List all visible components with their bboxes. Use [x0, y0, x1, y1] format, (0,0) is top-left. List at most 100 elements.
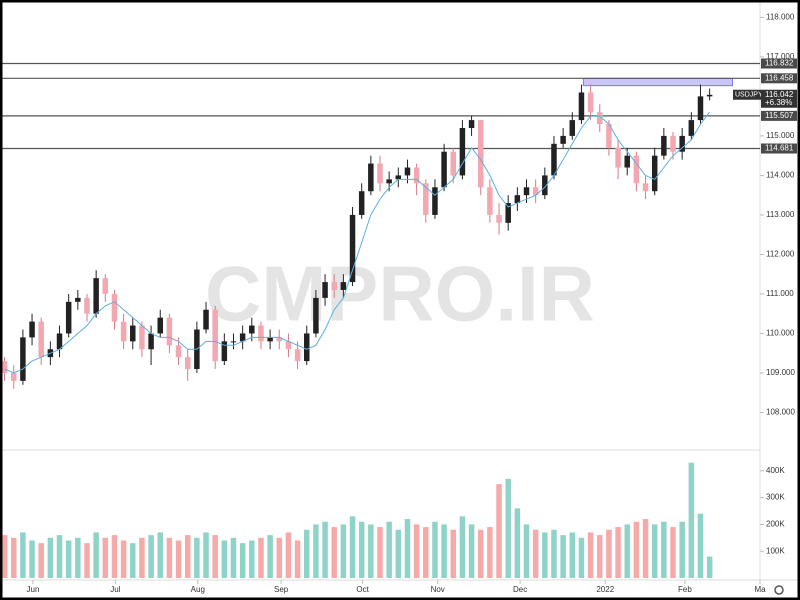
volume-bar [313, 524, 319, 578]
candle-body [56, 333, 63, 350]
candle-body [175, 345, 182, 358]
volume-bar [1, 535, 8, 578]
volume-bar [267, 535, 273, 578]
candle-body [313, 297, 319, 334]
y-tick-label: 110.000 [766, 329, 795, 338]
candle-body [157, 317, 163, 334]
candle-body [212, 309, 218, 362]
candle-body [139, 325, 145, 350]
volume-bar [661, 521, 667, 578]
candle-body [322, 282, 328, 298]
settings-icon[interactable] [774, 585, 784, 595]
volume-bar [331, 527, 337, 578]
volume-bar [75, 537, 81, 578]
volume-bar [377, 527, 383, 578]
volume-bar [514, 508, 521, 578]
volume-bar [294, 540, 301, 578]
candle-body [688, 120, 695, 136]
volume-bar [569, 532, 576, 578]
volume-bar [175, 540, 182, 578]
y-tick-label: 111.000 [766, 289, 794, 298]
y-tick-label: 118.000 [766, 12, 795, 21]
volume-bar [523, 524, 530, 578]
candle-body [578, 92, 585, 121]
volume-bar [395, 529, 402, 578]
candle-body [111, 293, 118, 322]
volume-bar [212, 535, 218, 578]
volume-bar [230, 537, 237, 578]
y-tick-label: 400K [766, 466, 785, 475]
x-tick-label: Sep [274, 585, 289, 594]
candle-body [505, 203, 511, 223]
candle-body [377, 163, 383, 184]
volume-bar [697, 513, 704, 578]
volume-bar [29, 540, 35, 578]
level-label-box [761, 143, 797, 154]
volume-bar [258, 537, 264, 578]
volume-bar [340, 524, 347, 578]
candle-body [349, 214, 356, 283]
candle-body [651, 155, 658, 192]
candle-body [120, 321, 127, 342]
candle-body [597, 112, 603, 125]
candle-body [386, 179, 392, 184]
candle-body [65, 301, 72, 334]
volume-bar [184, 535, 191, 578]
volume-bar [368, 524, 374, 578]
candle-body [532, 187, 539, 196]
candle-body [249, 325, 255, 334]
x-tick-label: Oct [356, 585, 369, 594]
x-tick-label: Aug [191, 585, 205, 594]
volume-bar [441, 524, 447, 578]
volume-bar [624, 524, 630, 578]
volume-bar [432, 521, 438, 578]
volume-bar [276, 537, 283, 578]
candle-body [130, 325, 136, 342]
volume-bar [194, 537, 200, 578]
volume-bar [413, 524, 420, 578]
volume-bar [249, 540, 255, 578]
candle-body [75, 297, 81, 302]
candle-body [258, 325, 264, 342]
level-label-box [761, 110, 797, 121]
candle-body [1, 361, 8, 373]
x-tick-label: Ma [754, 585, 766, 594]
candle-body [423, 183, 429, 215]
x-tick-label: Jun [27, 585, 40, 594]
volume-bar [358, 521, 365, 578]
candle-body [633, 155, 640, 184]
x-tick-label: Feb [678, 585, 692, 594]
volume-bar [615, 527, 621, 578]
level-label-box [761, 58, 797, 69]
volume-bar [139, 537, 145, 578]
candle-body [670, 135, 676, 152]
y-tick-label: 100K [766, 546, 785, 555]
candle-body [285, 341, 292, 350]
volume-bar [93, 532, 99, 578]
volume-bar [102, 537, 109, 578]
candle-body [340, 282, 347, 290]
candle-body [560, 135, 566, 144]
candle-body [93, 278, 99, 314]
volume-bar [459, 516, 466, 578]
candle-body [624, 155, 630, 168]
volume-bar [166, 537, 173, 578]
candle-body [294, 349, 301, 362]
candle-body [413, 167, 420, 184]
candle-body [20, 337, 26, 381]
candle-body [468, 120, 475, 129]
volume-bar [505, 478, 511, 578]
volume-bar [203, 532, 209, 578]
candle-body [38, 321, 44, 358]
candle-body [166, 317, 173, 346]
volume-bar [157, 532, 163, 578]
volume-bar [423, 527, 429, 578]
volume-bar [322, 521, 328, 578]
volume-bar [587, 532, 594, 578]
volume-bar [285, 532, 292, 578]
volume-bar [606, 529, 612, 578]
candle-body [661, 135, 667, 156]
volume-bar [542, 532, 548, 578]
candle-body [102, 278, 109, 294]
